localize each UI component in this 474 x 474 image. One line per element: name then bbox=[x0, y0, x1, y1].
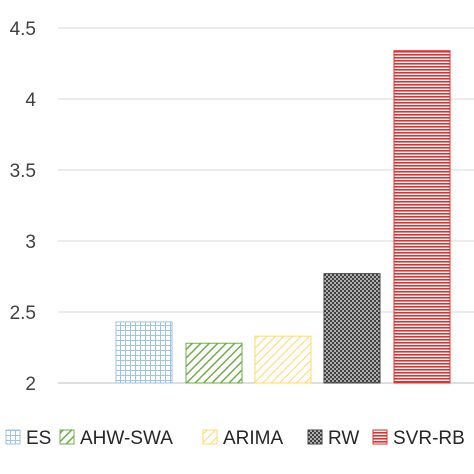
legend-label: ES bbox=[26, 428, 51, 449]
bars bbox=[115, 50, 451, 384]
y-tick-label: 2 bbox=[25, 374, 36, 395]
y-tick-label: 2.5 bbox=[10, 303, 36, 324]
legend-item-rw: RW bbox=[307, 428, 359, 449]
legend-swatch bbox=[59, 429, 75, 445]
legend: ES AHW-SWA ARIMA RW SVR-RB bbox=[5, 428, 465, 449]
legend-item-es: ES bbox=[5, 428, 51, 449]
legend-label: SVR-RB bbox=[393, 428, 465, 449]
bar-ahw-swa bbox=[185, 342, 243, 384]
bar-es bbox=[115, 321, 173, 384]
legend-swatch bbox=[372, 429, 388, 445]
y-tick-label: 4.5 bbox=[10, 19, 36, 40]
legend-label: RW bbox=[328, 428, 359, 449]
legend-swatch bbox=[5, 429, 21, 445]
bar-rw bbox=[323, 273, 381, 384]
bar-svr-rb bbox=[393, 50, 451, 384]
bar-arima bbox=[254, 335, 312, 384]
legend-swatch bbox=[307, 429, 323, 445]
legend-swatch bbox=[202, 429, 218, 445]
y-tick-label: 3 bbox=[25, 232, 36, 253]
legend-label: AHW-SWA bbox=[80, 428, 173, 449]
legend-item-svr-rb: SVR-RB bbox=[372, 428, 465, 449]
y-tick-label: 4 bbox=[25, 90, 36, 111]
y-axis-tick-labels: 2 2.5 3 3.5 4 4.5 bbox=[10, 19, 37, 395]
y-tick-label: 3.5 bbox=[10, 161, 36, 182]
legend-label: ARIMA bbox=[223, 428, 284, 449]
legend-item-arima: ARIMA bbox=[202, 428, 284, 449]
legend-item-ahw-swa: AHW-SWA bbox=[59, 428, 173, 449]
